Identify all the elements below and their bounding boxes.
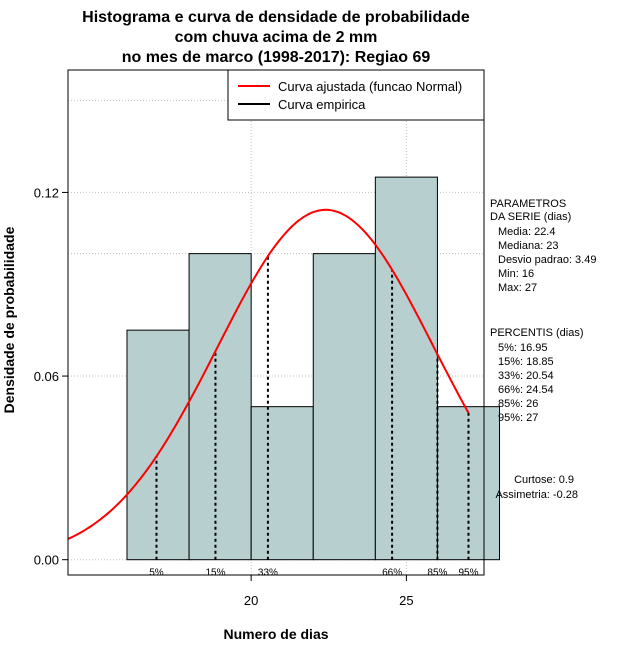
- y-tick-label: 0.06: [34, 369, 59, 384]
- stats-title-2: DA SERIE (dias): [490, 211, 571, 223]
- y-tick-label: 0.00: [34, 553, 59, 568]
- stat-min: Min: 16: [498, 268, 534, 280]
- stat-media: Media: 22.4: [498, 226, 555, 238]
- y-tick-label: 0.12: [34, 185, 59, 200]
- histogram-bar: [126, 329, 190, 561]
- x-tick-label: 20: [244, 593, 258, 608]
- percentile-label: 85%: [427, 568, 447, 579]
- legend-label-empirical: Curva empirica: [278, 97, 366, 112]
- x-tick-label: 25: [399, 593, 413, 608]
- percentile-label: 95%: [458, 568, 478, 579]
- percentil-66: 66%: 24.54: [498, 384, 554, 396]
- stat-max: Max: 27: [498, 282, 537, 294]
- legend-label-normal: Curva ajustada (funcao Normal): [278, 79, 462, 94]
- normal-curve: [67, 208, 470, 540]
- percentis-title: PERCENTIS (dias): [490, 327, 584, 339]
- y-axis-label: Densidade de probabilidade: [1, 226, 17, 413]
- percentil-95: 95%: 27: [498, 412, 538, 424]
- stat-assimetria: Assimetria: -0.28: [495, 489, 578, 501]
- stats-title-1: PARAMETROS: [490, 198, 566, 210]
- histogram-bar: [250, 406, 314, 561]
- x-axis-label: Numero de dias: [223, 626, 328, 642]
- legend-box: [227, 69, 485, 121]
- percentile-label: 15%: [205, 568, 225, 579]
- percentil-15: 15%: 18.85: [498, 356, 554, 368]
- percentil-5: 5%: 16.95: [498, 342, 548, 354]
- x-axis-ticks: 20 25: [244, 575, 414, 608]
- percentile-labels: 5% 15% 33% 66% 85% 95%: [149, 568, 478, 579]
- percentile-lines: [155, 256, 470, 560]
- y-axis-ticks: 0.00 0.06 0.12: [34, 185, 68, 568]
- histogram-bar: [312, 253, 376, 561]
- stat-desvio: Desvio padrao: 3.49: [498, 254, 596, 266]
- chart-title-line-2: com chuva acima de 2 mm: [175, 29, 378, 46]
- percentile-label: 5%: [149, 568, 164, 579]
- percentis-panel: PERCENTIS (dias) 5%: 16.95 15%: 18.85 33…: [490, 327, 584, 424]
- histogram-bar: [436, 406, 501, 561]
- histogram-bar: [188, 253, 252, 561]
- shape-panel: Curtose: 0.9 Assimetria: -0.28: [495, 474, 578, 501]
- stat-curtose: Curtose: 0.9: [514, 474, 574, 486]
- histogram-bar: [374, 176, 438, 561]
- percentil-33: 33%: 20.54: [498, 370, 554, 382]
- percentil-85: 85%: 26: [498, 398, 538, 410]
- percentile-label: 66%: [382, 568, 402, 579]
- legend: Curva ajustada (funcao Normal) Curva emp…: [227, 69, 485, 121]
- percentile-label: 33%: [258, 568, 278, 579]
- chart-title-line-1: Histograma e curva de densidade de proba…: [82, 9, 470, 26]
- stats-panel: PARAMETROS DA SERIE (dias) Media: 22.4 M…: [490, 198, 596, 294]
- stat-mediana: Mediana: 23: [498, 240, 559, 252]
- chart-title-line-3: no mes de marco (1998-2017): Regiao 69: [122, 49, 431, 66]
